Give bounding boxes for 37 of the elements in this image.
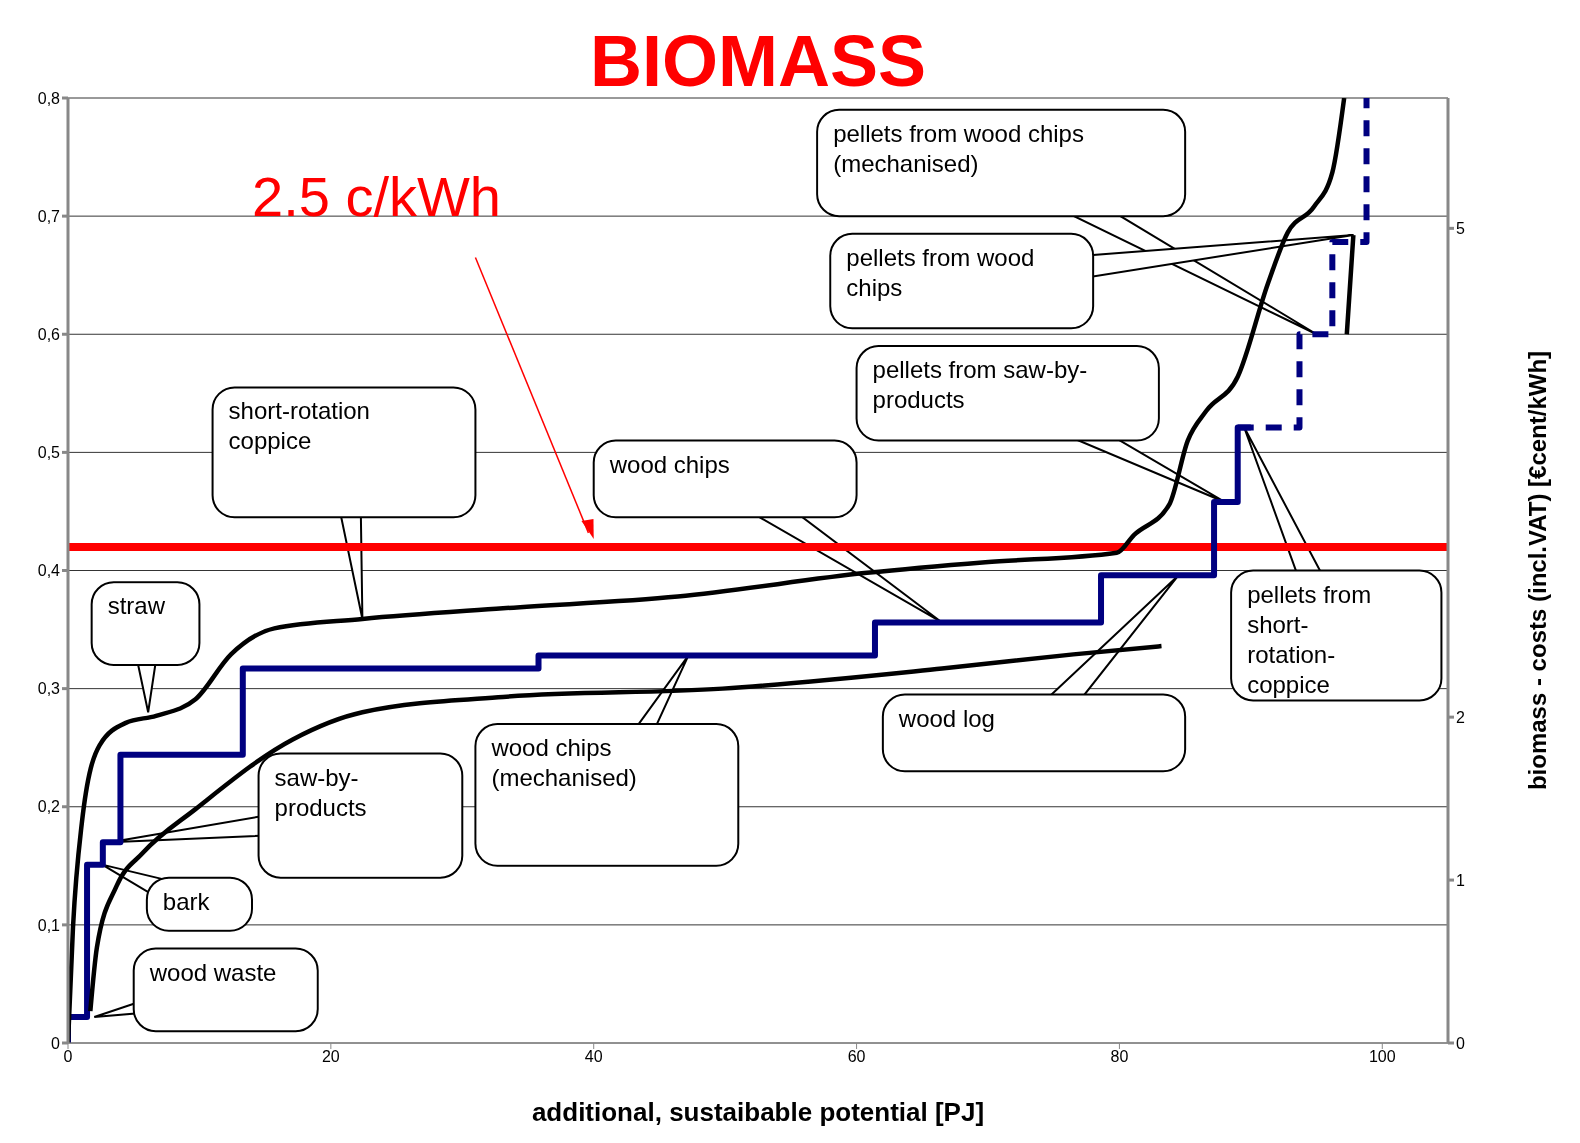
annotation: wood chips bbox=[608, 450, 730, 478]
y2-tick-label: 1 bbox=[1456, 871, 1465, 889]
x-axis-title: additional, sustaibable potential [PJ] bbox=[531, 1097, 985, 1127]
y-tick-label: 0 bbox=[51, 1034, 61, 1052]
annotation: wood log bbox=[897, 704, 995, 732]
x-tick-label: 60 bbox=[847, 1048, 866, 1066]
y-tick-label: 0,2 bbox=[37, 798, 61, 816]
speech-bubble: pellets from short-rotation-coppice bbox=[1230, 426, 1443, 702]
chart-title: BIOMASS bbox=[589, 21, 927, 101]
annotation: bark bbox=[162, 887, 211, 915]
x-tick-label: 80 bbox=[1110, 1048, 1129, 1066]
x-tick-label: 40 bbox=[584, 1048, 603, 1066]
y-tick-label: 0,5 bbox=[37, 444, 61, 462]
annotation: pellets from saw-by-products bbox=[872, 356, 1088, 414]
x-tick-label: 0 bbox=[63, 1048, 73, 1066]
y-tick-label: 0,1 bbox=[37, 916, 61, 934]
annotation: saw-by-products bbox=[274, 763, 367, 821]
annotation: wood waste bbox=[148, 958, 277, 986]
annotation: pellets from wood chips bbox=[846, 243, 1035, 301]
x-tick-label: 100 bbox=[1368, 1048, 1396, 1066]
annotation: pellets from wood chips (mechanised) bbox=[833, 119, 1084, 177]
annotation: pellets from short-rotation-coppice bbox=[1247, 580, 1372, 698]
y-tick-label: 0,6 bbox=[37, 325, 61, 343]
y-tick-label: 0,8 bbox=[37, 89, 61, 107]
y-tick-label: 0,7 bbox=[37, 207, 61, 225]
y2-tick-label: 0 bbox=[1456, 1034, 1465, 1052]
annotation: short-rotation coppice bbox=[228, 397, 370, 455]
ref-line-label: 2.5 c/kWh bbox=[252, 165, 501, 229]
y-tick-label: 0,4 bbox=[37, 562, 61, 580]
speech-bubble: wood log bbox=[881, 574, 1187, 773]
x-tick-label: 20 bbox=[321, 1048, 340, 1066]
annotation: straw bbox=[107, 592, 166, 620]
y2-axis-title: biomass - costs (incl.VAT) [€cent/kWh] bbox=[1524, 350, 1551, 791]
y2-tick-label: 5 bbox=[1456, 220, 1465, 238]
annotation: wood chips (mechanised) bbox=[490, 734, 637, 792]
y-tick-label: 0,3 bbox=[37, 680, 61, 698]
y2-tick-label: 2 bbox=[1456, 708, 1465, 726]
